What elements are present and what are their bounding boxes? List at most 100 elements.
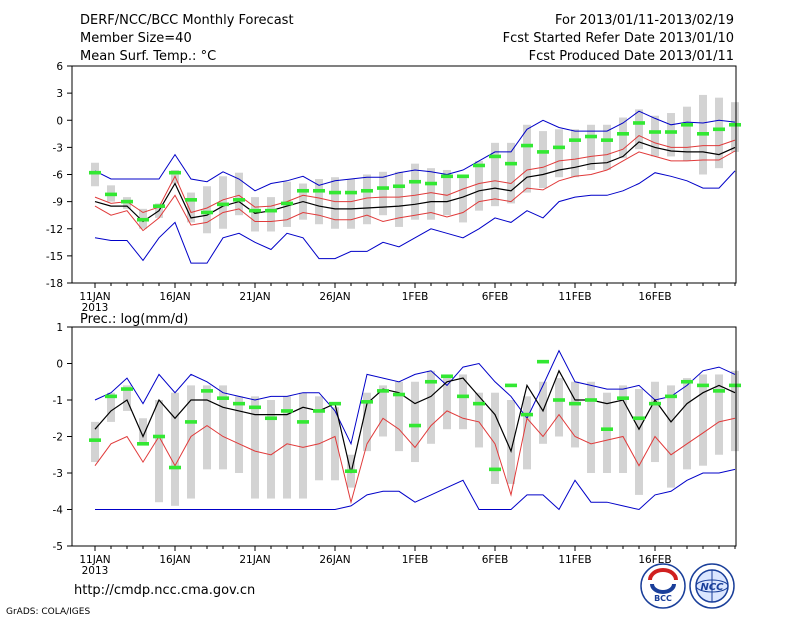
forecast-start-date: Fcst Started Refer Date 2013/01/10 bbox=[503, 31, 734, 46]
prec-spread-box-3 bbox=[139, 418, 147, 444]
temp-spread-box-17 bbox=[363, 174, 371, 225]
temp-obs-marker-24 bbox=[473, 163, 485, 168]
temp-obs-marker-11 bbox=[265, 208, 277, 213]
prec-xtick-label-7: 16FEB bbox=[638, 554, 671, 566]
prec-xtick-label-0: 11JAN bbox=[79, 554, 110, 566]
prec-obs-marker-39 bbox=[713, 389, 725, 393]
prec-spread-box-14 bbox=[315, 396, 323, 481]
prec-spread-box-28 bbox=[539, 381, 547, 444]
precip-chart-title: Prec.: log(mm/d) bbox=[80, 312, 188, 327]
prec-spread-box-18 bbox=[379, 385, 387, 437]
prec-obs-marker-19 bbox=[393, 392, 405, 397]
temp-obs-marker-14 bbox=[313, 188, 325, 193]
prec-obs-marker-10 bbox=[249, 405, 261, 410]
temp-obs-marker-20 bbox=[409, 179, 421, 184]
forecast-produced-date: Fcst Produced Date 2013/01/11 bbox=[529, 49, 734, 64]
temp-obs-marker-25 bbox=[489, 154, 501, 159]
prec-spread-box-7 bbox=[203, 385, 211, 470]
temp-spread-box-32 bbox=[603, 124, 611, 170]
temp-xtick-label-7: 16FEB bbox=[638, 291, 671, 303]
temp-xtick-label-4: 1FEB bbox=[402, 291, 429, 303]
prec-obs-marker-38 bbox=[697, 383, 709, 388]
temp-obs-marker-38 bbox=[697, 132, 709, 136]
prec-xtick-label-6: 11FEB bbox=[558, 554, 591, 566]
temp-obs-marker-7 bbox=[201, 210, 213, 215]
prec-obs-marker-17 bbox=[361, 400, 373, 404]
prec-obs-marker-34 bbox=[633, 416, 645, 421]
temp-obs-marker-23 bbox=[457, 174, 469, 179]
prec-spread-box-29 bbox=[555, 378, 563, 437]
prec-xtick-label-5: 6FEB bbox=[482, 554, 509, 566]
temp-spread-box-30 bbox=[571, 129, 579, 178]
temp-obs-marker-39 bbox=[713, 127, 725, 132]
prec-ytick-label-0: -5 bbox=[53, 541, 63, 553]
temp-spread-box-28 bbox=[539, 131, 547, 189]
prec-obs-marker-31 bbox=[585, 398, 597, 402]
prec-spread-box-31 bbox=[587, 381, 595, 473]
prec-spread-box-5 bbox=[171, 392, 179, 506]
prec-xtick-label-2: 21JAN bbox=[239, 554, 270, 566]
prec-lower-line bbox=[94, 410, 736, 505]
prec-spread-box-19 bbox=[395, 381, 403, 452]
temp-ytick-label-1: -15 bbox=[46, 251, 63, 263]
prec-spread-box-0 bbox=[91, 421, 99, 463]
prec-obs-marker-2 bbox=[121, 387, 133, 391]
prec-obs-marker-11 bbox=[265, 416, 277, 421]
prec-spread-box-24 bbox=[475, 392, 483, 448]
prec-ytick-label-6: 1 bbox=[56, 322, 63, 334]
prec-obs-marker-18 bbox=[377, 389, 389, 393]
prec-obs-marker-7 bbox=[201, 389, 213, 393]
temp-spread-box-8 bbox=[219, 176, 227, 229]
temp-ytick-label-7: 3 bbox=[56, 88, 63, 100]
prec-obs-marker-22 bbox=[441, 374, 453, 379]
temp-spread-box-33 bbox=[619, 117, 627, 159]
temp-obs-marker-16 bbox=[345, 190, 357, 195]
temp-obs-marker-3 bbox=[137, 217, 149, 222]
temp-spread-box-40 bbox=[731, 102, 739, 152]
prec-spread-box-21 bbox=[427, 370, 435, 444]
temp-xtick-label-0: 11JAN bbox=[79, 291, 110, 303]
temp-obs-marker-0 bbox=[89, 170, 101, 175]
temp-spread-box-27 bbox=[523, 124, 531, 193]
prec-obs-marker-6 bbox=[185, 420, 197, 424]
temp-obs-marker-17 bbox=[361, 188, 373, 193]
prec-spread-box-33 bbox=[619, 385, 627, 473]
temp-obs-marker-15 bbox=[329, 190, 341, 195]
temp-spread-box-22 bbox=[443, 169, 451, 216]
prec-spread-box-30 bbox=[571, 381, 579, 448]
prec-xtick-label-4: 1FEB bbox=[402, 554, 429, 566]
temp-spread-box-25 bbox=[491, 142, 499, 207]
prec-obs-marker-36 bbox=[665, 394, 677, 399]
prec-spread-box-35 bbox=[651, 381, 659, 463]
temp-xtick-label-3: 26JAN bbox=[319, 291, 350, 303]
prec-obs-marker-37 bbox=[681, 379, 693, 384]
prec-obs-marker-23 bbox=[457, 394, 469, 399]
temp-upper-line bbox=[94, 150, 736, 232]
temp-obs-marker-21 bbox=[425, 181, 437, 186]
temp-obs-marker-34 bbox=[633, 121, 645, 125]
temp-year-label: 2013 bbox=[82, 302, 109, 314]
temp-xtick-label-6: 11FEB bbox=[558, 291, 591, 303]
ncc-logo: NCC bbox=[689, 563, 735, 609]
temp-spread-box-11 bbox=[267, 197, 275, 232]
temperature-chart: -18 -15 -12 -9 -6 -3 0 3 6 11JAN 16JAN 21JAN 26JAN 1F… bbox=[46, 61, 741, 314]
prec-spread-box-15 bbox=[331, 407, 339, 481]
prec-spread-box-22 bbox=[443, 378, 451, 430]
temp-obs-marker-26 bbox=[505, 161, 517, 166]
prec-spread-box-20 bbox=[411, 381, 419, 463]
temp-spread-box-36 bbox=[667, 113, 675, 157]
temp-spread-box-19 bbox=[395, 171, 403, 227]
prec-obs-marker-30 bbox=[569, 401, 581, 406]
prec-spread-box-36 bbox=[667, 385, 675, 488]
temp-ytick-label-5: -3 bbox=[53, 142, 63, 154]
temp-spread-box-7 bbox=[203, 186, 211, 234]
temp-spread-box-21 bbox=[427, 168, 435, 220]
temp-obs-marker-13 bbox=[297, 188, 309, 193]
temp-obs-marker-19 bbox=[393, 184, 405, 189]
prec-spread-box-34 bbox=[635, 389, 643, 495]
prec-ytick-label-3: -2 bbox=[53, 432, 63, 444]
prec-spread-box-10 bbox=[251, 396, 259, 499]
temp-obs-marker-31 bbox=[585, 134, 597, 139]
temp-spread-box-35 bbox=[651, 115, 659, 157]
